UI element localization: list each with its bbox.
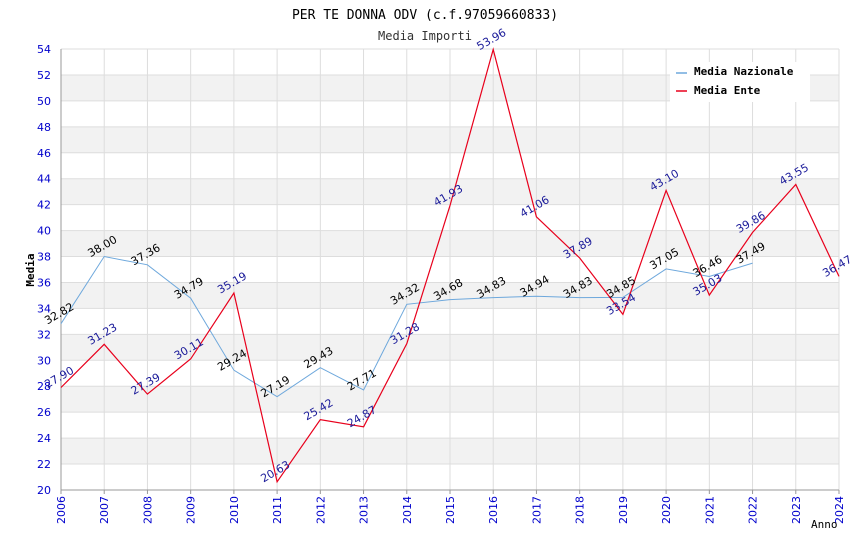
y-tick-label: 30 bbox=[37, 354, 51, 367]
chart-subtitle: Media Importi bbox=[378, 29, 472, 43]
x-tick-label: 2024 bbox=[833, 496, 846, 524]
x-tick-label: 2006 bbox=[55, 496, 68, 524]
y-tick-label: 22 bbox=[37, 458, 51, 471]
grid-lines bbox=[60, 48, 840, 491]
x-tick-label: 2010 bbox=[228, 496, 241, 524]
x-tick-label: 2012 bbox=[314, 496, 327, 524]
x-tick-label: 2020 bbox=[660, 496, 673, 524]
y-tick-label: 40 bbox=[37, 225, 51, 238]
series-line-media-nazionale bbox=[60, 255, 753, 398]
x-tick-label: 2014 bbox=[401, 496, 414, 524]
y-tick-label: 52 bbox=[37, 69, 51, 82]
y-tick-label: 20 bbox=[37, 484, 51, 497]
chart-title: PER TE DONNA ODV (c.f.97059660833) bbox=[292, 8, 558, 23]
x-tick-label: 2021 bbox=[703, 496, 716, 524]
x-tick-label: 2019 bbox=[617, 496, 630, 524]
x-tick-label: 2018 bbox=[574, 496, 587, 524]
y-tick-label: 36 bbox=[37, 276, 51, 289]
x-tick-label: 2009 bbox=[185, 496, 198, 524]
axes bbox=[60, 49, 840, 494]
x-tick-label: 2022 bbox=[747, 496, 760, 524]
y-tick-label: 38 bbox=[37, 251, 51, 264]
y-tick-label: 32 bbox=[37, 328, 51, 341]
y-axis-label: Media bbox=[24, 253, 37, 286]
legend-label-media-nazionale: Media Nazionale bbox=[694, 65, 794, 78]
tick-labels: 2022242628303234363840424446485052542006… bbox=[37, 43, 846, 524]
legend-label-media-ente: Media Ente bbox=[694, 84, 761, 97]
x-tick-label: 2008 bbox=[141, 496, 154, 524]
x-tick-label: 2023 bbox=[790, 496, 803, 524]
y-tick-label: 26 bbox=[37, 406, 51, 419]
x-tick-label: 2013 bbox=[358, 496, 371, 524]
y-tick-label: 54 bbox=[37, 43, 51, 56]
y-tick-label: 50 bbox=[37, 95, 51, 108]
y-tick-label: 46 bbox=[37, 147, 51, 160]
y-tick-label: 42 bbox=[37, 199, 51, 212]
y-tick-label: 24 bbox=[37, 432, 51, 445]
x-tick-label: 2017 bbox=[530, 496, 543, 524]
y-tick-label: 44 bbox=[37, 173, 51, 186]
y-tick-label: 28 bbox=[37, 380, 51, 393]
y-tick-label: 34 bbox=[37, 302, 51, 315]
legend: Media Nazionale Media Ente bbox=[670, 62, 810, 102]
series-line-media-ente bbox=[60, 47, 840, 484]
x-tick-label: 2016 bbox=[487, 496, 500, 524]
x-tick-label: 2015 bbox=[444, 496, 457, 524]
x-tick-label: 2007 bbox=[98, 496, 111, 524]
y-tick-label: 48 bbox=[37, 121, 51, 134]
legend-box bbox=[670, 62, 810, 102]
x-axis-label: Anno bbox=[811, 518, 838, 531]
series-lines bbox=[60, 47, 840, 484]
x-tick-label: 2011 bbox=[271, 496, 284, 524]
